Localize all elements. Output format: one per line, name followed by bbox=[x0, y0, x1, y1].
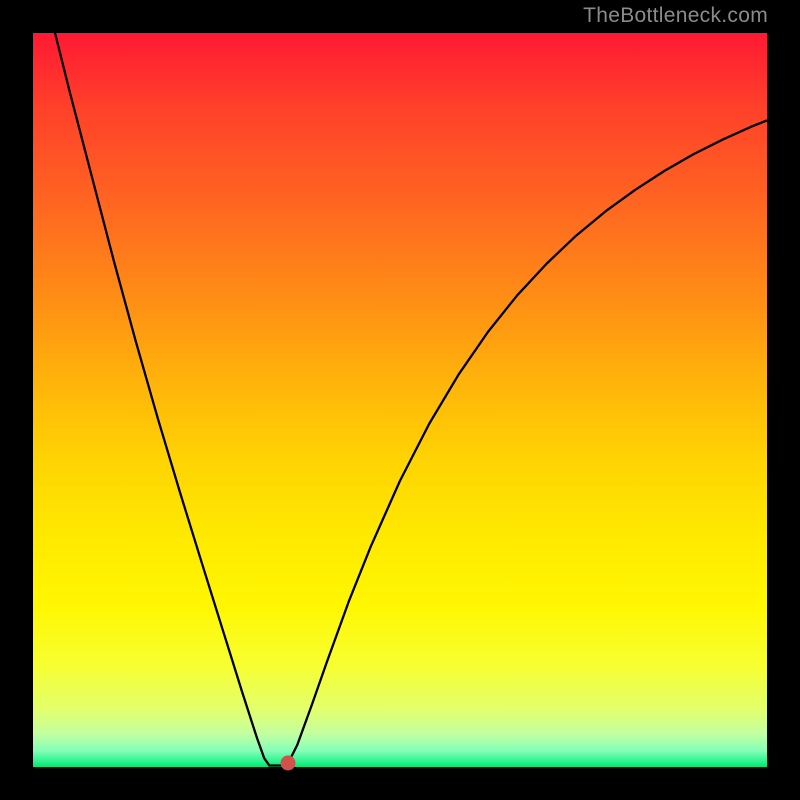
plot-area bbox=[33, 33, 767, 767]
watermark-text: TheBottleneck.com bbox=[583, 4, 768, 28]
bottleneck-curve bbox=[33, 33, 767, 767]
minimum-marker bbox=[280, 755, 295, 770]
